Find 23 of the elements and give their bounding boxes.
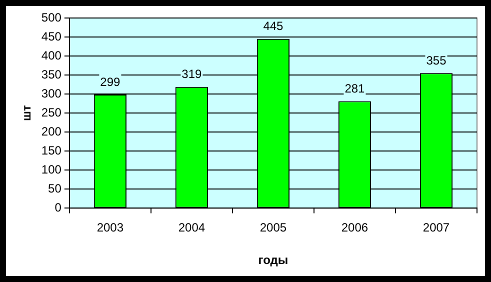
y-tick-label: 50	[48, 181, 62, 196]
y-tick-label: 450	[41, 29, 62, 44]
y-tick-label: 100	[41, 162, 62, 176]
y-tick-label: 350	[41, 67, 62, 82]
data-label: 445	[263, 19, 284, 34]
y-tick-label: 300	[41, 86, 62, 100]
y-tick-label: 150	[41, 143, 62, 158]
x-tick-label: 2007	[422, 220, 450, 235]
data-label: 319	[182, 67, 202, 82]
x-tick-label: 2003	[96, 220, 124, 235]
y-tick-label: 400	[41, 48, 62, 62]
y-tick-label: 250	[41, 105, 62, 120]
data-label: 281	[344, 82, 366, 96]
x-axis-title: годы	[258, 253, 288, 268]
x-tick-label: 2005	[260, 220, 287, 235]
y-tick-label: 500	[41, 10, 62, 24]
y-axis-title: шт	[20, 105, 34, 122]
x-tick-label: 2006	[341, 220, 368, 235]
y-tick-label: 200	[41, 124, 62, 138]
data-label: 355	[426, 53, 447, 68]
data-label: 299	[100, 74, 121, 89]
x-tick-label: 2004	[178, 220, 206, 235]
y-tick-label: 0	[54, 200, 62, 215]
